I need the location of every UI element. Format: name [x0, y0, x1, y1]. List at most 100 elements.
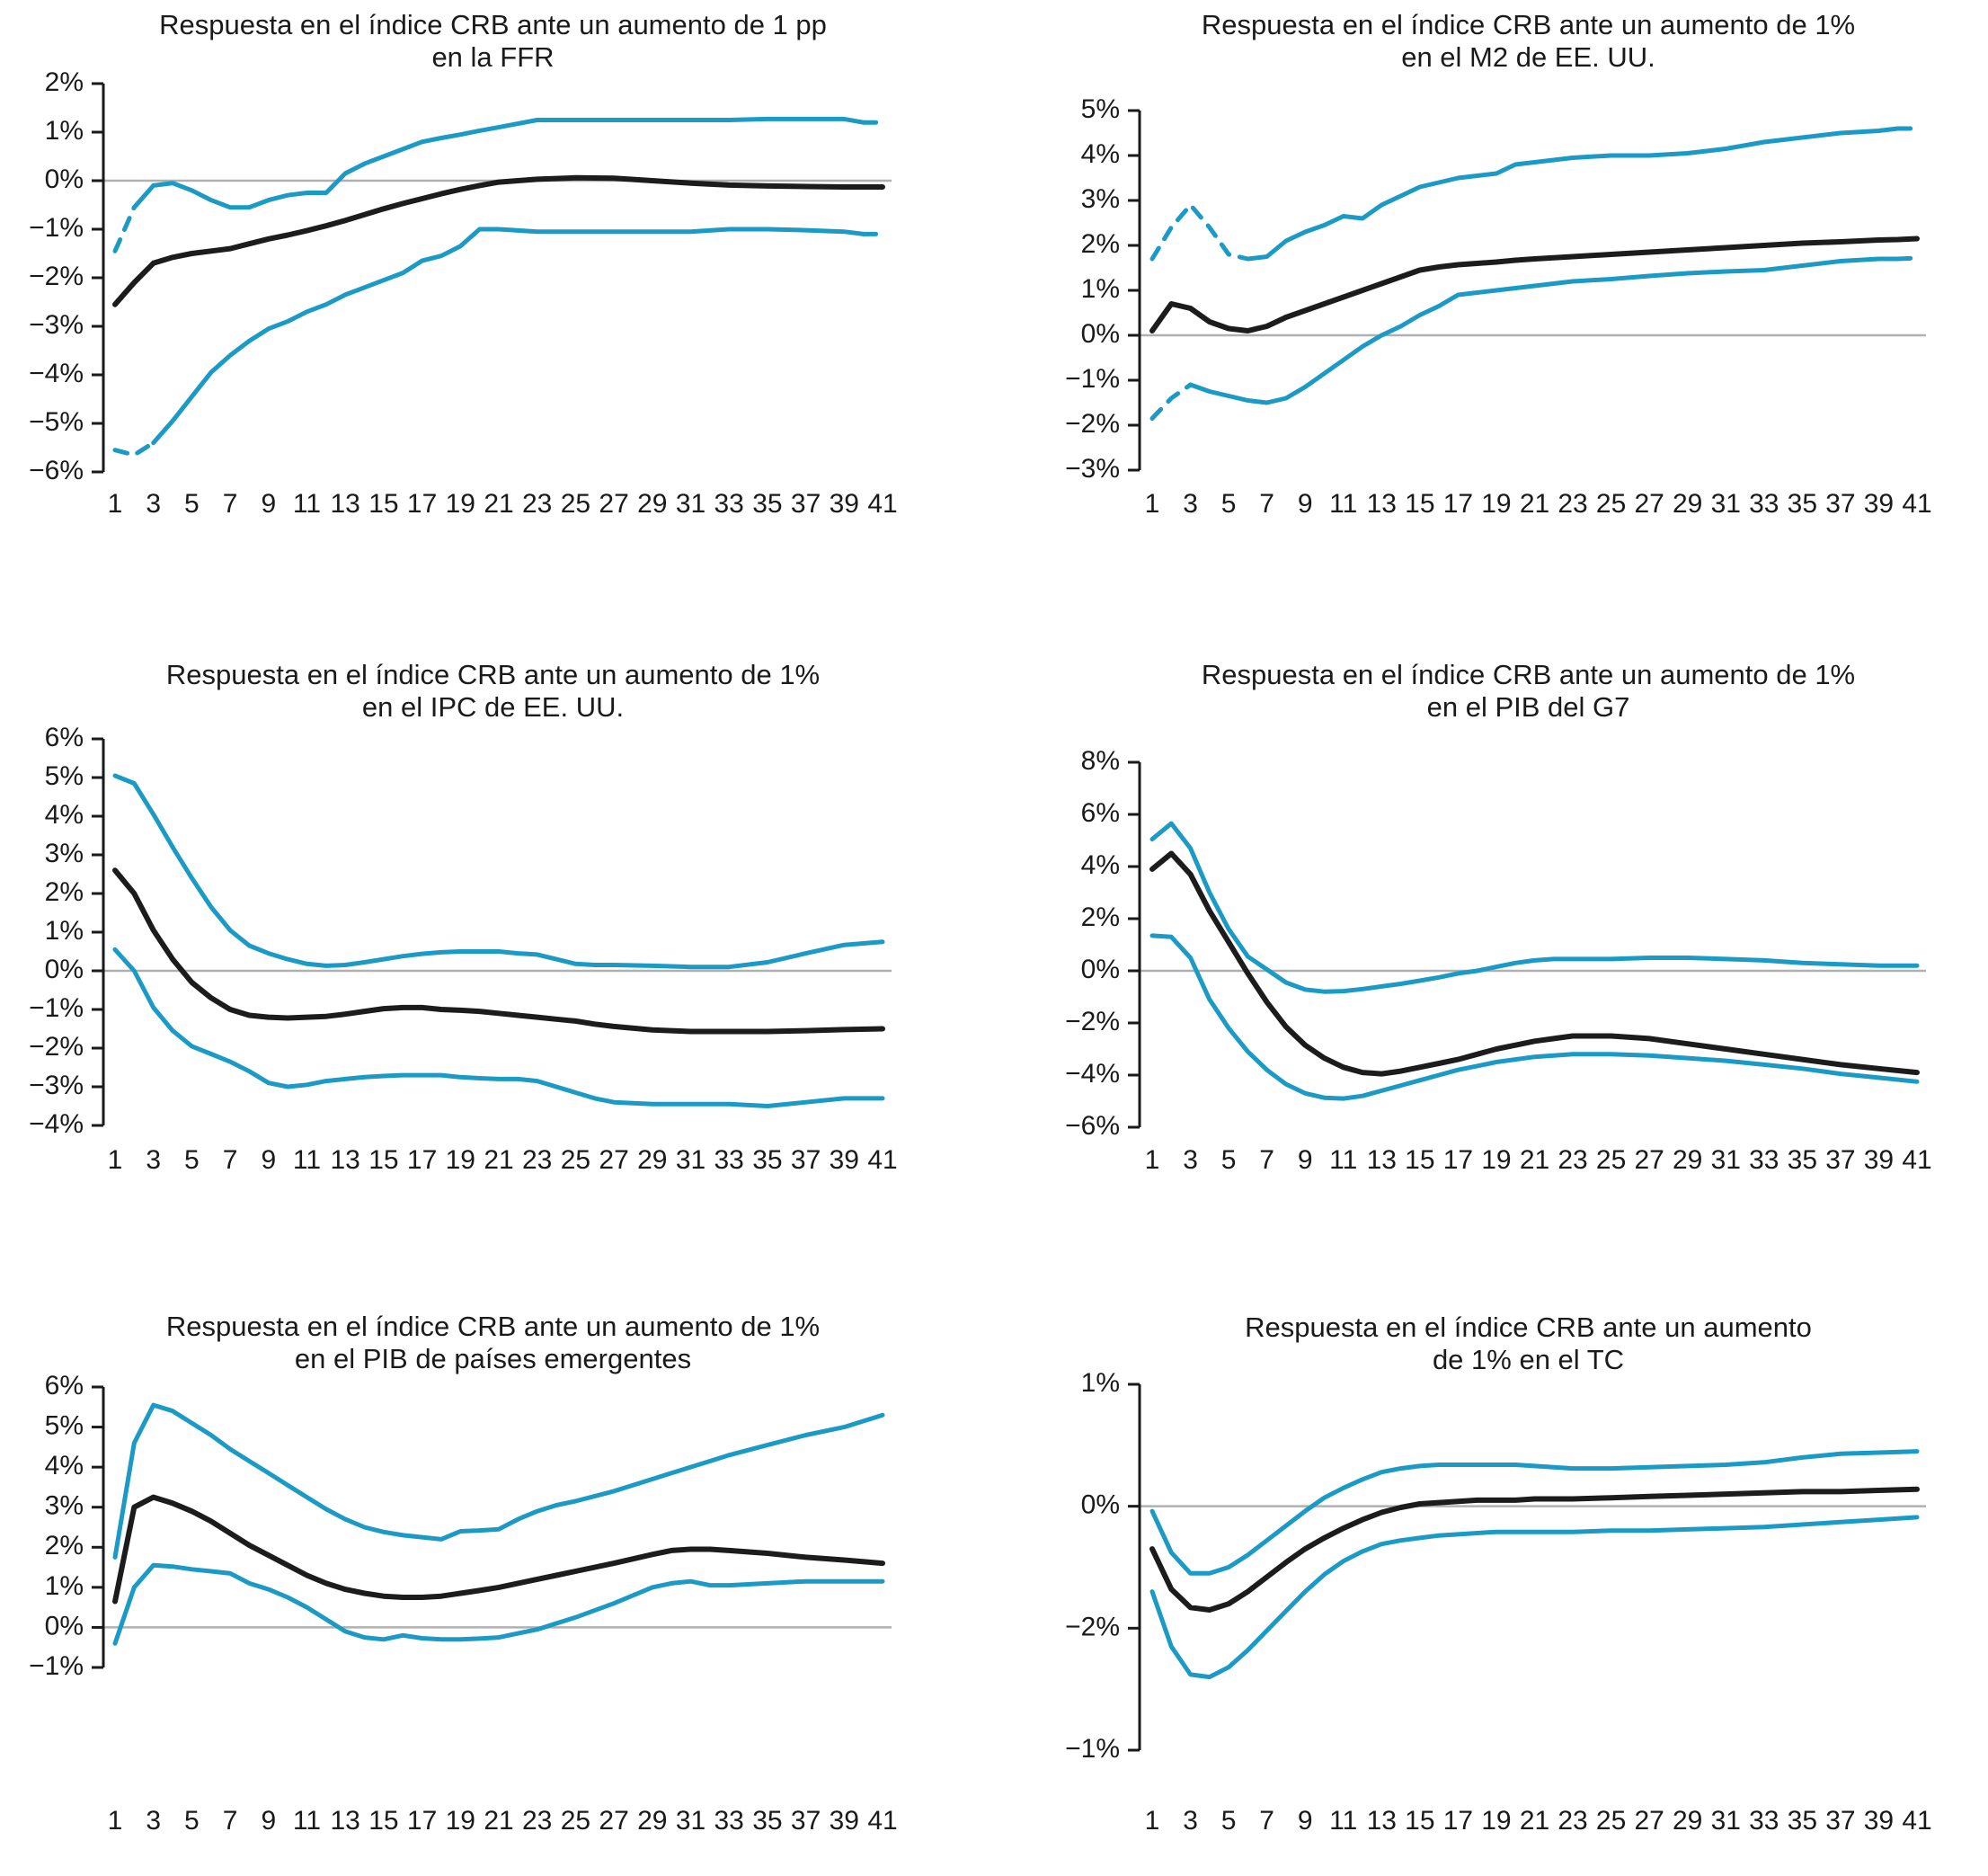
y-tick-label: −2%	[1065, 409, 1120, 439]
x-tick-label: 13	[331, 1806, 360, 1836]
x-tick-label: 19	[446, 1145, 475, 1175]
x-tick-label: 35	[752, 1806, 782, 1836]
chart-title-line-2: en el M2 de EE. UU.	[1401, 41, 1655, 73]
x-tick-label: 33	[714, 1145, 744, 1175]
x-tick-label: 37	[1825, 1145, 1855, 1175]
x-tick-label: 1	[108, 1806, 123, 1836]
x-tick-label: 5	[184, 489, 200, 519]
y-tick-label: 1%	[45, 1571, 84, 1601]
y-axis: 8% 6% 4% 2% 0% −2% −4% −6%	[1065, 746, 1141, 1141]
confidence-band-lower-line	[1149, 255, 1920, 421]
y-tick-label: 5%	[1081, 94, 1120, 124]
x-tick-label: 39	[1864, 489, 1894, 519]
chart-m2: Respuesta en el índice CRB ante un aumen…	[994, 0, 1988, 626]
x-tick-label: 7	[1259, 1806, 1274, 1836]
x-tick-label: 13	[1367, 489, 1397, 519]
chart-title-line-1: Respuesta en el índice CRB ante un aumen…	[1202, 9, 1855, 40]
y-axis: 6% 5% 4% 3% 2% 1% 0% −1% −2% −3% −4%	[29, 723, 105, 1139]
x-tick-label: 35	[1788, 489, 1817, 519]
x-tick-label: 37	[791, 1145, 821, 1175]
y-tick-label: 0%	[45, 1611, 84, 1640]
x-tick-label: 1	[108, 1145, 123, 1175]
x-tick-label: 41	[1902, 489, 1931, 519]
x-tick-label: 17	[407, 1806, 437, 1836]
chart-title-line-1: Respuesta en el índice CRB ante un aumen…	[166, 659, 820, 690]
x-tick-label: 1	[108, 489, 123, 519]
x-tick-label: 23	[522, 489, 552, 519]
x-tick-label: 7	[1259, 489, 1274, 519]
x-tick-label: 31	[1711, 489, 1741, 519]
x-tick-label: 21	[1520, 1145, 1549, 1175]
x-tick-label: 23	[522, 1145, 552, 1175]
x-tick-label: 17	[1443, 1145, 1473, 1175]
y-tick-label: 3%	[45, 839, 84, 868]
x-tick-label: 19	[446, 1806, 475, 1836]
x-axis-labels: 1 3 5 7 9 11 13 15 17 19 21 23 25 27 29 31 33 35 37 39 41	[108, 1806, 898, 1836]
x-tick-label: 11	[293, 489, 321, 519]
chart-tc: Respuesta en el índice CRB ante un aumen…	[994, 1250, 1988, 1876]
confidence-band-lower-line	[112, 947, 885, 1108]
chart-pib_emergentes: Respuesta en el índice CRB ante un aumen…	[0, 1250, 994, 1876]
y-axis: 2% 1% 0% −1% −2% −3% −4% −5% −6%	[29, 67, 105, 485]
x-tick-label: 37	[1825, 1806, 1855, 1836]
x-tick-label: 3	[146, 1806, 161, 1836]
x-tick-label: 19	[1481, 1145, 1511, 1175]
x-tick-label: 35	[1788, 1145, 1817, 1175]
y-tick-label: 0%	[1081, 1490, 1120, 1520]
x-tick-label: 33	[1749, 1806, 1779, 1836]
x-tick-label: 23	[1558, 489, 1587, 519]
y-tick-label: 6%	[45, 723, 84, 752]
x-tick-label: 13	[331, 1145, 360, 1175]
x-tick-label: 29	[637, 489, 667, 519]
x-tick-label: 39	[830, 1806, 859, 1836]
chart-title-line-1: Respuesta en el índice CRB ante un aumen…	[1245, 1311, 1812, 1343]
chart-title-line-2: de 1% en el TC	[1433, 1344, 1624, 1375]
x-tick-label: 31	[676, 489, 706, 519]
confidence-band-upper-line	[112, 116, 885, 253]
x-tick-label: 11	[293, 1145, 321, 1175]
x-tick-label: 3	[146, 1145, 161, 1175]
x-tick-label: 25	[1596, 489, 1626, 519]
x-tick-label: 39	[830, 489, 859, 519]
confidence-band-upper-line	[1149, 126, 1920, 262]
x-tick-label: 41	[867, 1806, 897, 1836]
x-tick-label: 27	[599, 1145, 628, 1175]
x-tick-label: 15	[1405, 1806, 1434, 1836]
x-tick-label: 33	[1749, 489, 1779, 519]
x-tick-label: 7	[223, 1145, 238, 1175]
x-tick-label: 5	[1221, 489, 1237, 519]
x-tick-label: 35	[1788, 1806, 1817, 1836]
x-tick-label: 11	[1329, 1145, 1357, 1175]
x-tick-label: 23	[522, 1806, 552, 1836]
x-tick-label: 31	[1711, 1145, 1741, 1175]
x-tick-label: 29	[637, 1806, 667, 1836]
x-tick-label: 11	[1329, 489, 1357, 519]
x-tick-label: 29	[1673, 1806, 1702, 1836]
x-tick-label: 25	[561, 1806, 590, 1836]
x-tick-label: 3	[1183, 489, 1198, 519]
y-tick-label: −1%	[1065, 364, 1120, 394]
y-tick-label: −6%	[1065, 1111, 1120, 1141]
impulse-response-line	[112, 174, 885, 307]
chart-canvas-ffr: Respuesta en el índice CRB ante un aumen…	[29, 9, 898, 519]
x-tick-label: 25	[561, 489, 590, 519]
x-tick-label: 39	[830, 1145, 859, 1175]
x-axis-labels: 1 3 5 7 9 11 13 15 17 19 21 23 25 27 29 31 33 35 37 39 41	[1145, 1145, 1932, 1175]
x-tick-label: 13	[1367, 1806, 1397, 1836]
confidence-band-lower-line	[112, 227, 885, 458]
x-tick-label: 19	[1481, 1806, 1511, 1836]
x-tick-label: 5	[1221, 1145, 1237, 1175]
y-tick-label: −2%	[29, 1032, 84, 1062]
chart-title-line-2: en el IPC de EE. UU.	[362, 691, 624, 723]
y-tick-label: 3%	[1081, 184, 1120, 214]
x-tick-label: 31	[1711, 1806, 1741, 1836]
confidence-band-upper-line	[1149, 1449, 1920, 1576]
chart-title-line-1: Respuesta en el índice CRB ante un aumen…	[166, 1311, 820, 1342]
chart-ffr: Respuesta en el índice CRB ante un aumen…	[0, 0, 994, 626]
y-tick-label: 1%	[45, 116, 84, 146]
x-tick-label: 17	[1443, 1806, 1473, 1836]
x-tick-label: 1	[1145, 1145, 1160, 1175]
chart-ipc: Respuesta en el índice CRB ante un aumen…	[0, 626, 994, 1250]
y-tick-label: 1%	[45, 916, 84, 946]
x-tick-label: 25	[1596, 1806, 1626, 1836]
